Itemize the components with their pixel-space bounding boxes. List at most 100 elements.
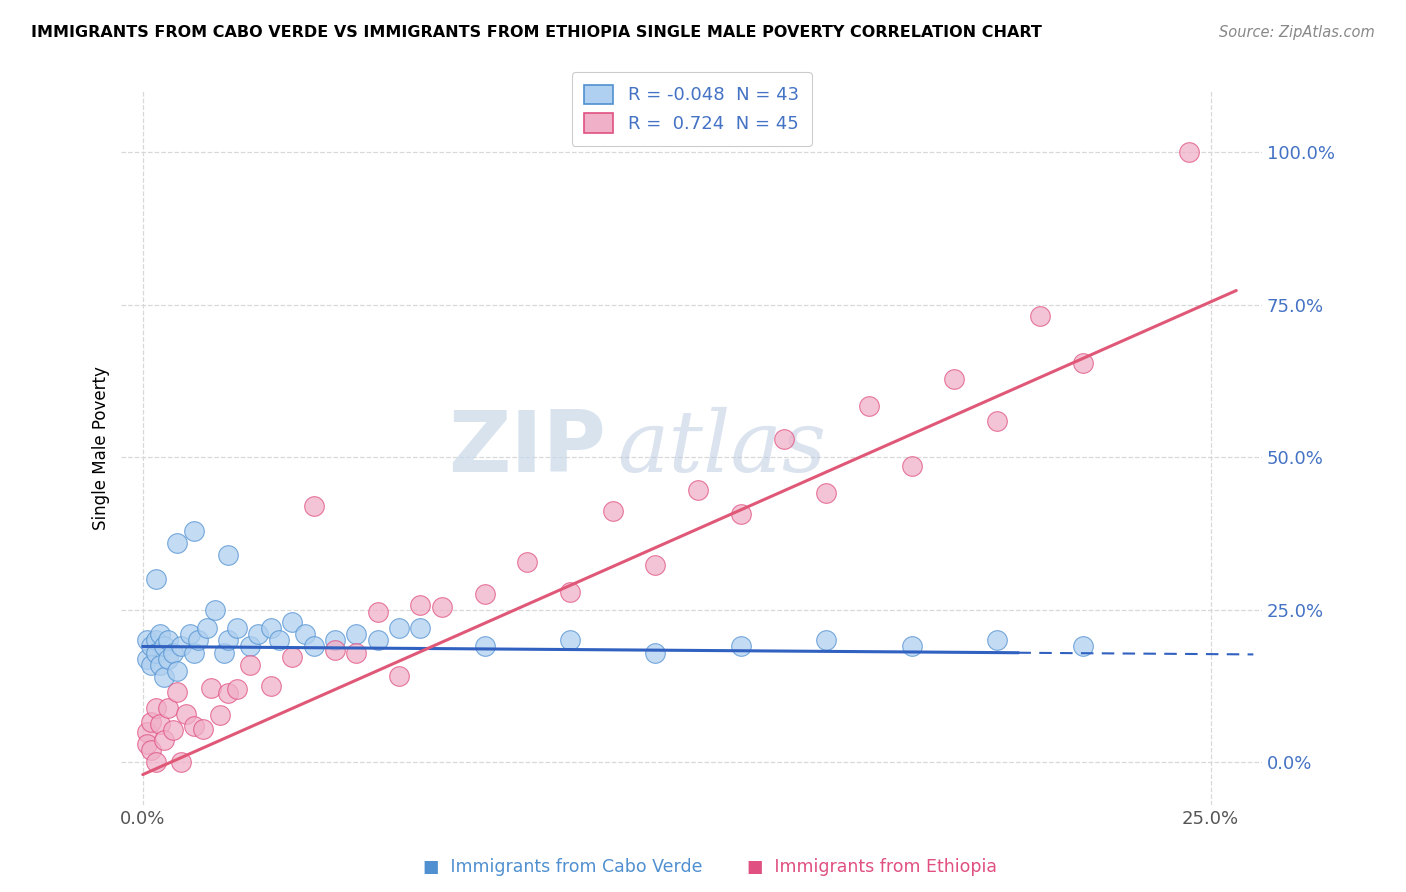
Point [323, 643, 346, 657]
Point [558, 633, 581, 648]
Point [141, 743, 163, 757]
Point [212, 646, 235, 660]
Point [183, 719, 205, 733]
Point [204, 603, 226, 617]
Point [145, 700, 167, 714]
Text: IMMIGRANTS FROM CABO VERDE VS IMMIGRANTS FROM ETHIOPIA SINGLE MALE POVERTY CORRE: IMMIGRANTS FROM CABO VERDE VS IMMIGRANTS… [31, 25, 1042, 40]
Point [281, 615, 304, 629]
Point [170, 756, 193, 770]
Point [141, 657, 163, 672]
Point [145, 573, 167, 587]
Point [815, 633, 838, 648]
Point [294, 627, 316, 641]
Point [558, 584, 581, 599]
Point [217, 548, 239, 562]
Point [730, 507, 752, 521]
Point [217, 633, 239, 648]
Point [367, 633, 389, 648]
Point [217, 686, 239, 700]
Text: atlas: atlas [617, 407, 827, 490]
Point [166, 536, 188, 550]
Point [986, 633, 1008, 648]
Point [149, 627, 172, 641]
Point [686, 483, 709, 498]
Point [141, 714, 163, 729]
Point [225, 682, 247, 697]
Point [302, 640, 325, 654]
Text: ■  Immigrants from Cabo Verde: ■ Immigrants from Cabo Verde [423, 858, 702, 876]
Point [281, 650, 304, 665]
Point [191, 722, 214, 736]
Point [136, 651, 159, 665]
Point [208, 708, 231, 723]
Text: Source: ZipAtlas.com: Source: ZipAtlas.com [1219, 25, 1375, 40]
Point [260, 621, 283, 635]
Point [166, 685, 188, 699]
Point [157, 651, 180, 665]
Point [153, 733, 176, 747]
Point [179, 627, 201, 641]
Point [174, 706, 197, 721]
Text: ■  Immigrants from Ethiopia: ■ Immigrants from Ethiopia [747, 858, 997, 876]
Point [474, 640, 496, 654]
Point [409, 598, 432, 612]
Point [602, 504, 624, 518]
Point [409, 621, 432, 635]
Point [986, 414, 1008, 428]
Point [644, 646, 666, 660]
Point [367, 605, 389, 619]
Point [1071, 356, 1094, 370]
Point [302, 499, 325, 513]
Point [323, 633, 346, 648]
Point [157, 701, 180, 715]
Point [149, 717, 172, 731]
Y-axis label: Single Male Poverty: Single Male Poverty [93, 367, 110, 530]
Point [344, 646, 367, 660]
Point [430, 600, 453, 615]
Point [239, 640, 262, 654]
Point [136, 724, 159, 739]
Point [170, 640, 193, 654]
Point [1071, 640, 1094, 654]
Point [239, 657, 262, 672]
Point [247, 627, 270, 641]
Point [145, 756, 167, 770]
Point [162, 646, 184, 660]
Point [200, 681, 222, 696]
Point [858, 399, 880, 413]
Point [344, 627, 367, 641]
Point [388, 621, 411, 635]
Point [225, 621, 247, 635]
Point [195, 621, 218, 635]
Point [388, 669, 411, 683]
Point [474, 587, 496, 601]
Legend: R = -0.048  N = 43, R =  0.724  N = 45: R = -0.048 N = 43, R = 0.724 N = 45 [572, 72, 811, 146]
Point [730, 640, 752, 654]
Point [136, 737, 159, 751]
Point [136, 633, 159, 648]
Point [157, 633, 180, 648]
Point [772, 432, 794, 446]
Point [900, 458, 922, 473]
Point [153, 640, 176, 654]
Point [187, 633, 209, 648]
Point [183, 524, 205, 538]
Point [141, 640, 163, 654]
Point [153, 670, 176, 684]
Point [516, 555, 538, 569]
Text: ZIP: ZIP [449, 407, 606, 490]
Point [1178, 145, 1201, 160]
Point [900, 640, 922, 654]
Point [815, 485, 838, 500]
Point [269, 633, 291, 648]
Point [145, 633, 167, 648]
Point [183, 646, 205, 660]
Point [166, 664, 188, 678]
Point [149, 657, 172, 672]
Point [644, 558, 666, 572]
Point [943, 372, 966, 386]
Point [145, 646, 167, 660]
Point [162, 723, 184, 738]
Point [260, 679, 283, 693]
Point [1029, 309, 1052, 323]
